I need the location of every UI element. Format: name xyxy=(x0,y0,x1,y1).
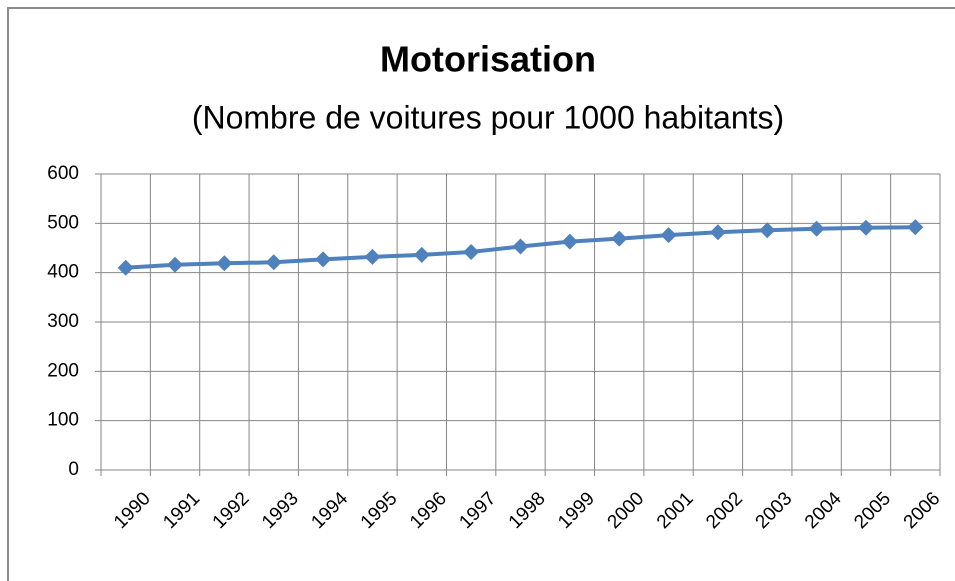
marker xyxy=(315,251,332,268)
chart-title: Motorisation xyxy=(380,39,596,80)
y-tick-label: 500 xyxy=(47,212,79,233)
marker xyxy=(463,243,480,260)
marker xyxy=(561,233,578,250)
marker xyxy=(167,256,184,273)
y-tick-label: 100 xyxy=(47,410,79,431)
marker xyxy=(413,246,430,263)
y-tick-label: 400 xyxy=(47,262,79,283)
y-tick-label: 0 xyxy=(68,459,79,480)
chart-subtitle: (Nombre de voitures pour 1000 habitants) xyxy=(192,99,784,135)
y-tick-label: 600 xyxy=(47,163,79,184)
marker xyxy=(364,248,381,265)
marker xyxy=(709,224,726,241)
marker xyxy=(907,219,924,236)
chart-frame xyxy=(7,7,955,581)
marker xyxy=(611,230,628,247)
marker xyxy=(512,238,529,255)
y-tick-label: 300 xyxy=(47,311,79,332)
marker xyxy=(857,219,874,236)
marker xyxy=(759,222,776,239)
y-tick-label: 200 xyxy=(47,360,79,381)
marker xyxy=(660,227,677,244)
marker xyxy=(117,259,134,276)
marker xyxy=(808,220,825,237)
marker xyxy=(265,254,282,271)
marker xyxy=(216,255,233,272)
